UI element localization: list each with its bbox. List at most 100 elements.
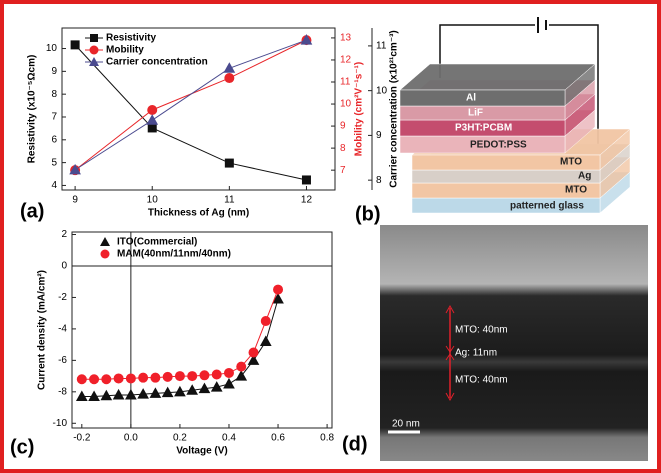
- marker: [138, 372, 149, 383]
- x-tick-label: 12: [301, 195, 313, 206]
- y-tick-label: 4: [51, 180, 57, 191]
- marker: [149, 387, 162, 398]
- marker: [174, 371, 185, 382]
- y3-axis-title: Carrier concentration (x10²¹cm⁻³): [389, 30, 400, 188]
- y2-tick-label: 10: [340, 99, 352, 110]
- layer-label: Ag: [578, 171, 591, 182]
- marker: [247, 354, 260, 365]
- marker: [224, 73, 235, 84]
- legend-marker: [90, 34, 98, 42]
- marker: [162, 371, 173, 382]
- y3-tick-label: 8: [376, 175, 382, 186]
- marker: [174, 385, 186, 397]
- x-tick-label: 0.6: [271, 433, 285, 444]
- y-tick-label: 0: [61, 261, 67, 272]
- x-axis-title: Voltage (V): [176, 446, 227, 457]
- marker: [146, 114, 159, 125]
- marker: [100, 389, 113, 401]
- y-tick-label: 8: [51, 89, 57, 100]
- y-tick-label: 5: [51, 157, 57, 168]
- y-tick-label: -2: [58, 292, 67, 303]
- panel-label: (c): [10, 436, 34, 458]
- legend-marker: [89, 45, 99, 55]
- y2-tick-label: 9: [340, 121, 346, 132]
- wire: [439, 24, 599, 160]
- y-tick-label: 9: [51, 66, 57, 77]
- marker: [248, 347, 259, 358]
- marker: [89, 374, 100, 385]
- marker: [198, 382, 211, 394]
- arrow-heads: [445, 304, 455, 402]
- y-tick-label: 10: [46, 43, 58, 54]
- legend-marker: [100, 249, 110, 259]
- marker: [75, 390, 88, 402]
- y2-tick-label: 7: [340, 165, 346, 176]
- marker: [112, 388, 125, 400]
- panel-label: (d): [342, 433, 368, 455]
- marker: [186, 384, 199, 395]
- x-axis-title: Thickness of Ag (nm): [148, 208, 249, 219]
- layer-label: patterned glass: [510, 201, 584, 212]
- series-line: [74, 39, 307, 171]
- layer-label: MTO: [560, 157, 582, 168]
- marker: [236, 361, 247, 372]
- marker: [259, 335, 272, 346]
- marker: [113, 373, 124, 384]
- layer-top: [399, 63, 596, 91]
- layer-label: MTO: [565, 185, 587, 196]
- marker: [223, 62, 236, 73]
- micrograph: MTO: 40nm Ag: 11nm MTO: 40nm 20 nm (d): [342, 225, 648, 461]
- x-tick-label: 9: [72, 195, 78, 206]
- marker: [300, 34, 313, 45]
- y3-tick-label: 11: [376, 41, 387, 52]
- y-tick-label: 7: [51, 112, 57, 123]
- plot-frame: [71, 231, 333, 429]
- y-tick-label: 6: [51, 134, 57, 145]
- y-axis-title: Current density (mA/cm²): [37, 270, 48, 390]
- marker: [69, 163, 81, 175]
- x-tick-label: 10: [147, 195, 159, 206]
- tem-image: [380, 225, 648, 461]
- marker: [88, 390, 100, 402]
- marker: [273, 284, 284, 295]
- marker: [101, 374, 112, 385]
- scale-label: 20 nm: [392, 419, 420, 430]
- y-tick-label: 2: [61, 229, 67, 240]
- layer-label: Al: [466, 93, 476, 104]
- marker: [223, 367, 234, 378]
- x-tick-label: 0.2: [173, 433, 187, 444]
- annotation: Ag: 11nm: [455, 348, 497, 359]
- legend-marker: [89, 57, 99, 66]
- marker: [260, 316, 271, 327]
- marker: [223, 377, 235, 389]
- y-axis-title: Resistivity (x10⁻⁵Ωcm): [27, 55, 38, 164]
- annotation: MTO: 40nm: [455, 375, 508, 386]
- marker: [147, 104, 158, 115]
- legend-label: ITO(Commercial): [117, 237, 197, 248]
- y2-axis-title: Mobility (cm²V⁻¹s⁻¹): [354, 62, 365, 156]
- marker: [161, 386, 174, 398]
- layer-front: [411, 154, 601, 171]
- y2-tick-label: 13: [340, 33, 352, 44]
- legend-marker: [100, 237, 110, 246]
- marker: [210, 381, 223, 392]
- layer-label: LiF: [468, 108, 483, 119]
- marker: [301, 175, 311, 185]
- legend-label: Carrier concentration: [106, 57, 208, 68]
- layer-label: PEDOT:PSS: [470, 140, 527, 151]
- marker: [70, 40, 80, 50]
- marker: [150, 372, 161, 383]
- marker: [125, 373, 136, 384]
- marker: [76, 374, 87, 385]
- x-tick-label: 0.8: [320, 433, 334, 444]
- marker: [211, 369, 222, 380]
- plot-frame: [61, 27, 336, 191]
- x-tick-label: -0.2: [73, 433, 91, 444]
- marker: [125, 388, 137, 400]
- annotation: MTO: 40nm: [455, 325, 508, 336]
- layer-label: P3HT:PCBM: [455, 123, 512, 134]
- y-tick-label: -8: [58, 386, 67, 397]
- layer-front: [411, 169, 601, 184]
